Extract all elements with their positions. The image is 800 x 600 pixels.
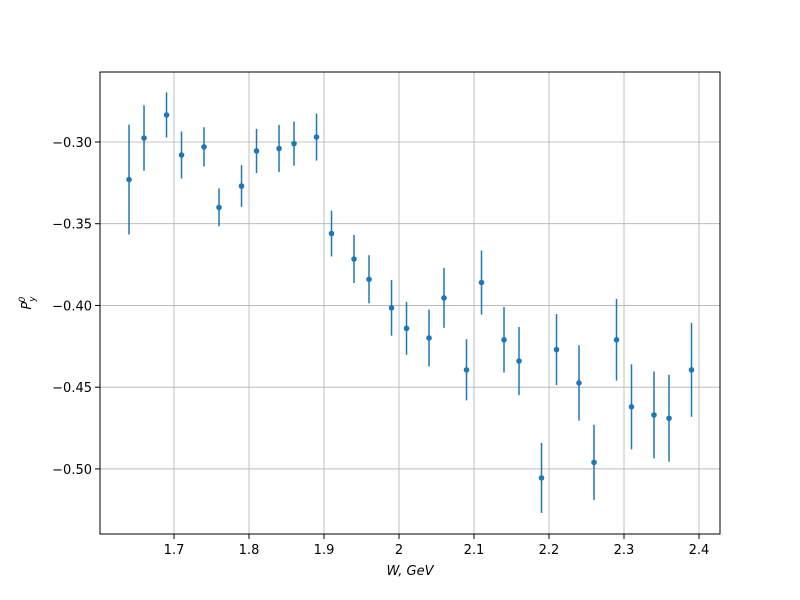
data-point [351, 256, 357, 262]
x-tick-label: 2.3 [614, 543, 635, 558]
x-tick-label: 2.4 [689, 543, 710, 558]
data-point [613, 336, 620, 343]
data-point [576, 380, 582, 386]
y-label-base: P [20, 302, 35, 310]
y-tick-label: −0.45 [52, 381, 92, 396]
data-point [388, 305, 395, 311]
data-point [553, 346, 560, 353]
axes-frame [99, 71, 721, 535]
data-point [651, 412, 657, 418]
x-tick-label: 2.1 [464, 543, 485, 558]
x-tick-label: 1.8 [239, 543, 260, 558]
x-axis-label: W, GeV [386, 564, 434, 579]
data-point [426, 335, 432, 341]
data-point [688, 367, 695, 373]
data-point [201, 144, 207, 150]
ticks: 1.7 1.8 1.9 2 2.1 2.2 2.3 2.4 −0.30 −0.35 −0.40 −0.… [52, 136, 709, 558]
data-point [238, 183, 245, 189]
y-label-sup: 0 [18, 296, 28, 302]
y-tick-label: −0.30 [52, 136, 92, 151]
data-point [591, 459, 597, 466]
y-label-sub: y [28, 296, 38, 303]
data-point [516, 358, 522, 364]
data-point [313, 134, 320, 140]
y-tick-label: −0.35 [52, 218, 92, 233]
y-tick-label: −0.50 [52, 463, 92, 478]
data-point [403, 325, 410, 332]
y-axis-label: Py0 [18, 296, 38, 310]
data-point [538, 475, 545, 481]
data-point [216, 204, 222, 211]
data-point [501, 336, 507, 343]
grid [100, 72, 720, 534]
data-point [366, 276, 372, 283]
data-point [441, 295, 447, 301]
data-point [478, 279, 485, 286]
data-point [328, 230, 335, 237]
data-point [291, 140, 297, 147]
data [126, 92, 695, 513]
x-tick-label: 2 [395, 543, 403, 558]
x-tick-label: 2.2 [539, 543, 560, 558]
y-tick-label: −0.40 [52, 299, 92, 314]
data-point [276, 145, 282, 152]
data-point [163, 112, 170, 118]
data-point [178, 152, 185, 158]
x-tick-label: 1.9 [314, 543, 335, 558]
data-point [253, 148, 260, 154]
data-point [141, 135, 147, 141]
data-point [463, 367, 470, 373]
data-point [666, 415, 672, 422]
data-point [126, 176, 132, 183]
data-point [628, 404, 635, 410]
x-tick-label: 1.7 [164, 543, 185, 558]
